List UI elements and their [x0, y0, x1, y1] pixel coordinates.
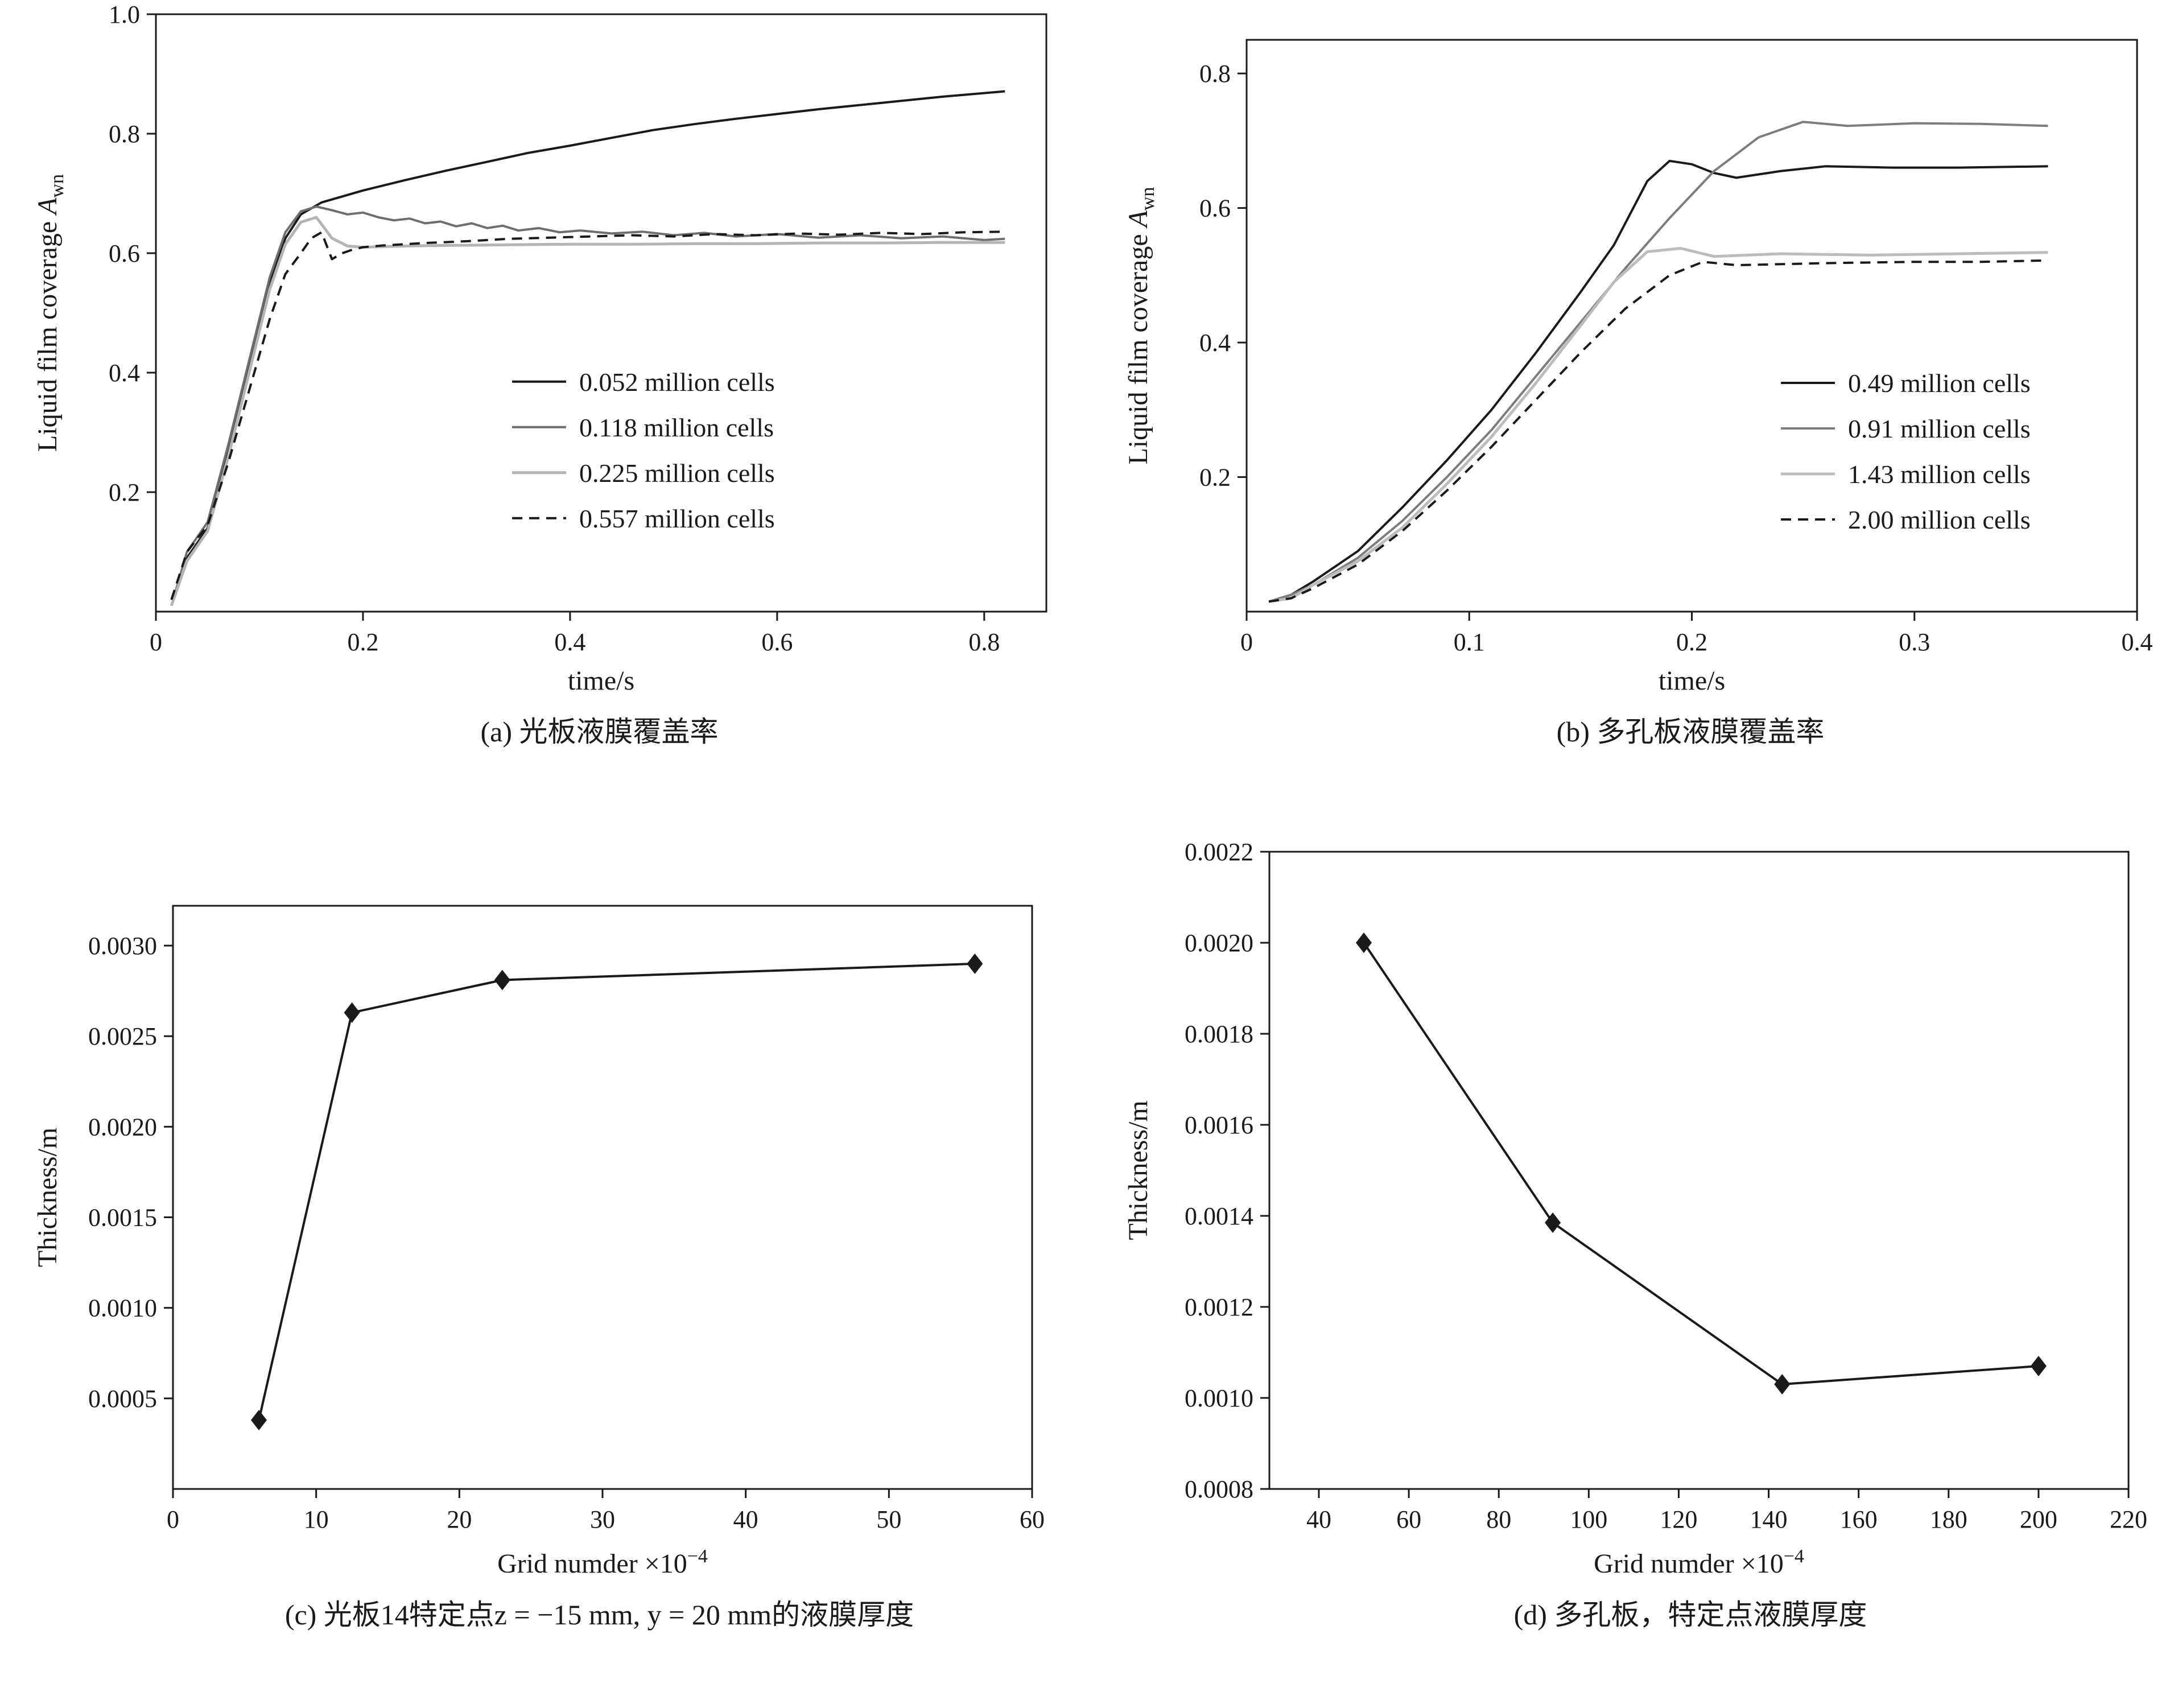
- chart-b-caption: (b) 多孔板液膜覆盖率: [1556, 716, 1825, 748]
- svg-text:0.0016: 0.0016: [1185, 1111, 1253, 1139]
- svg-text:0.6: 0.6: [761, 628, 793, 656]
- chart-b-canvas: 0 0.1 0.2 0.3 0.4 0.2 0.4 0.6 0.8 0.49 million ce…: [1123, 39, 2153, 696]
- svg-text:80: 80: [1486, 1505, 1511, 1533]
- chart-a-caption: (a) 光板液膜覆盖率: [480, 716, 719, 748]
- svg-text:160: 160: [1840, 1505, 1878, 1533]
- svg-text:0.0015: 0.0015: [88, 1204, 157, 1232]
- svg-text:0.91 million cells: 0.91 million cells: [1848, 414, 2031, 443]
- svg-text:0.2: 0.2: [347, 628, 378, 656]
- svg-text:0.4: 0.4: [554, 628, 585, 656]
- svg-text:Liquid film coverage Awn: Liquid film coverage Awn: [32, 174, 68, 452]
- svg-text:40: 40: [733, 1505, 758, 1533]
- svg-text:100: 100: [1570, 1505, 1607, 1533]
- svg-text:1.43 million cells: 1.43 million cells: [1848, 460, 2031, 489]
- svg-text:0.0010: 0.0010: [88, 1294, 157, 1322]
- svg-text:time/s: time/s: [1659, 666, 1725, 696]
- svg-text:0.1: 0.1: [1454, 628, 1485, 656]
- panel-chart-c: 0 10 20 30 40 50 60 0.0005 0.0010 0.0015 0.0020 0.0…: [0, 832, 1091, 1708]
- svg-text:time/s: time/s: [567, 666, 634, 696]
- svg-text:20: 20: [447, 1505, 472, 1533]
- svg-text:0.0008: 0.0008: [1185, 1475, 1253, 1503]
- svg-text:30: 30: [590, 1505, 615, 1533]
- svg-text:0.6: 0.6: [1199, 195, 1231, 222]
- svg-text:0.49 million cells: 0.49 million cells: [1848, 369, 2031, 398]
- panel-chart-b: 0 0.1 0.2 0.3 0.4 0.2 0.4 0.6 0.8 0.49 million ce…: [1091, 0, 2182, 832]
- svg-text:0.8: 0.8: [109, 120, 140, 148]
- svg-text:180: 180: [1930, 1505, 1967, 1533]
- svg-text:Thickness/m: Thickness/m: [1123, 1100, 1153, 1240]
- svg-text:0: 0: [150, 628, 162, 656]
- svg-text:10: 10: [303, 1505, 328, 1533]
- svg-text:Grid numder ×10−4: Grid numder ×10−4: [497, 1546, 708, 1579]
- svg-text:0.0025: 0.0025: [88, 1022, 157, 1050]
- svg-text:0.0030: 0.0030: [88, 932, 157, 960]
- svg-text:40: 40: [1306, 1505, 1331, 1533]
- svg-text:0.4: 0.4: [2122, 628, 2153, 656]
- svg-text:0.557 million cells: 0.557 million cells: [579, 504, 775, 533]
- svg-text:0.6: 0.6: [109, 240, 140, 267]
- svg-text:0.0010: 0.0010: [1185, 1384, 1253, 1412]
- svg-text:Liquid film coverage Awn: Liquid film coverage Awn: [1123, 187, 1158, 464]
- svg-text:0.8: 0.8: [968, 628, 1000, 656]
- svg-text:0: 0: [1240, 628, 1253, 656]
- svg-text:60: 60: [1020, 1505, 1045, 1533]
- chart-d-caption: (d) 多孔板，特定点液膜厚度: [1513, 1599, 1867, 1631]
- svg-text:0.2: 0.2: [1676, 628, 1707, 656]
- svg-text:200: 200: [2020, 1505, 2057, 1533]
- svg-text:0.3: 0.3: [1899, 628, 1930, 656]
- svg-text:0.052 million cells: 0.052 million cells: [579, 368, 775, 397]
- svg-text:0.4: 0.4: [1199, 329, 1231, 357]
- svg-text:0.4: 0.4: [109, 359, 140, 387]
- svg-text:0.0020: 0.0020: [88, 1113, 157, 1141]
- svg-text:0.0022: 0.0022: [1185, 838, 1253, 866]
- svg-text:0.0005: 0.0005: [88, 1385, 157, 1413]
- panel-chart-a: 0 0.2 0.4 0.6 0.8 0.2 0.4 0.6 0.8 1.0 0.052 millio…: [0, 0, 1091, 832]
- svg-text:60: 60: [1396, 1505, 1421, 1533]
- svg-text:0.118 million cells: 0.118 million cells: [579, 413, 774, 442]
- svg-text:2.00 million cells: 2.00 million cells: [1848, 505, 2031, 534]
- chart-c-canvas: 0 10 20 30 40 50 60 0.0005 0.0010 0.0015 0.0020 0.0…: [32, 905, 1045, 1579]
- svg-text:1.0: 1.0: [109, 1, 140, 28]
- chart-d-canvas: 40 60 80 100 120 140 160 180 200 220 0.0008 0.0010 0…: [1123, 838, 2147, 1579]
- svg-text:0: 0: [167, 1505, 179, 1533]
- panel-chart-d: 40 60 80 100 120 140 160 180 200 220 0.0008 0.0010 0…: [1091, 832, 2182, 1708]
- svg-text:0.2: 0.2: [109, 478, 140, 506]
- svg-text:50: 50: [876, 1505, 901, 1533]
- svg-text:0.0012: 0.0012: [1185, 1293, 1253, 1321]
- svg-text:220: 220: [2110, 1505, 2147, 1533]
- chart-c-caption: (c) 光板14特定点z = −15 mm, y = 20 mm的液膜厚度: [284, 1599, 914, 1631]
- svg-text:Thickness/m: Thickness/m: [32, 1128, 63, 1267]
- chart-a-canvas: 0 0.2 0.4 0.6 0.8 0.2 0.4 0.6 0.8 1.0 0.052 millio…: [32, 1, 1047, 696]
- svg-text:120: 120: [1660, 1505, 1697, 1533]
- svg-text:0.0018: 0.0018: [1185, 1020, 1253, 1048]
- svg-text:140: 140: [1750, 1505, 1788, 1533]
- svg-text:0.0020: 0.0020: [1185, 929, 1253, 957]
- svg-text:0.2: 0.2: [1199, 464, 1231, 492]
- svg-text:0.225 million cells: 0.225 million cells: [579, 459, 775, 488]
- svg-text:0.0014: 0.0014: [1185, 1202, 1253, 1230]
- svg-text:Grid numder ×10−4: Grid numder ×10−4: [1594, 1546, 1804, 1579]
- svg-text:0.8: 0.8: [1199, 60, 1231, 88]
